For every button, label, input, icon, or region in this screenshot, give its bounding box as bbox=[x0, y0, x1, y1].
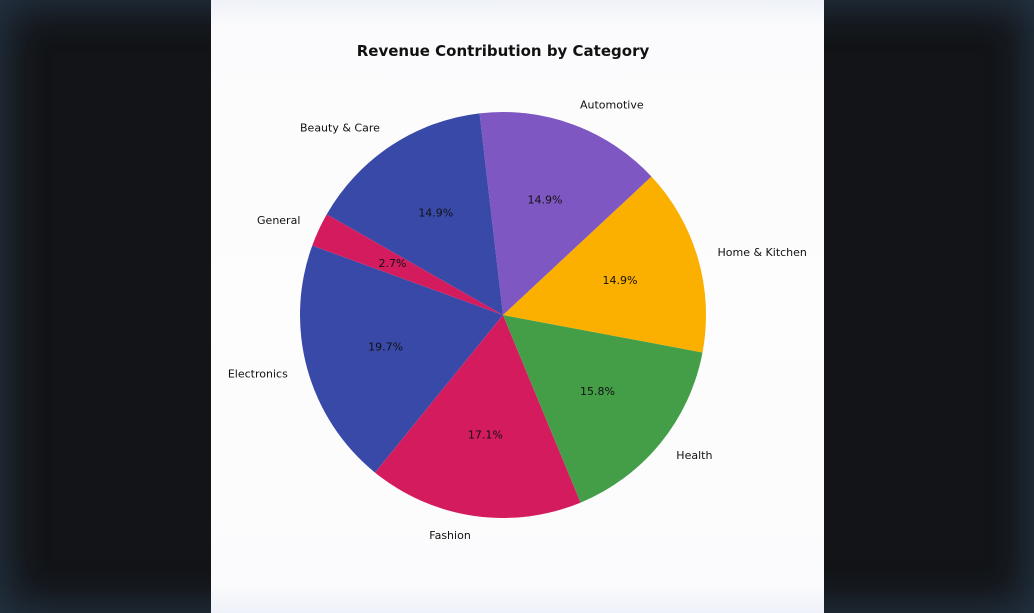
slice-percent-fashion: 17.1% bbox=[468, 429, 503, 442]
chart-title: Revenue Contribution by Category bbox=[357, 42, 650, 60]
pie-slice-beauty-and-care bbox=[326, 113, 503, 315]
pie-slice-fashion bbox=[375, 315, 581, 518]
chart-panel: Revenue Contribution by Category Electro… bbox=[211, 0, 824, 613]
slice-percent-home-and-kitchen: 14.9% bbox=[603, 274, 638, 287]
slice-percent-general: 2.7% bbox=[379, 257, 407, 270]
slice-label-beauty-and-care: Beauty & Care bbox=[300, 122, 380, 135]
pie-slices bbox=[299, 111, 706, 518]
slice-label-fashion: Fashion bbox=[429, 529, 471, 542]
pie-slice-health bbox=[503, 315, 703, 503]
slice-percent-health: 15.8% bbox=[580, 385, 615, 398]
pie-slice-general bbox=[312, 214, 503, 315]
slice-label-general: General bbox=[257, 214, 300, 227]
slice-label-health: Health bbox=[676, 449, 712, 462]
slice-percent-automotive: 14.9% bbox=[528, 194, 563, 207]
pie-chart: Revenue Contribution by Category Electro… bbox=[228, 42, 807, 542]
slice-percent-electronics: 19.7% bbox=[368, 341, 403, 354]
pie-slice-automotive bbox=[479, 111, 652, 315]
pie-slice-electronics bbox=[299, 245, 503, 473]
slice-label-automotive: Automotive bbox=[580, 98, 644, 111]
slice-label-home-and-kitchen: Home & Kitchen bbox=[718, 246, 807, 259]
pie-labels: Electronics 19.7% Fashion 17.1% Health 15.8% H… bbox=[228, 98, 807, 542]
slice-percent-beauty-and-care: 14.9% bbox=[418, 206, 453, 219]
pie-slice-home-and-kitchen bbox=[503, 176, 706, 353]
slice-label-electronics: Electronics bbox=[228, 368, 288, 381]
